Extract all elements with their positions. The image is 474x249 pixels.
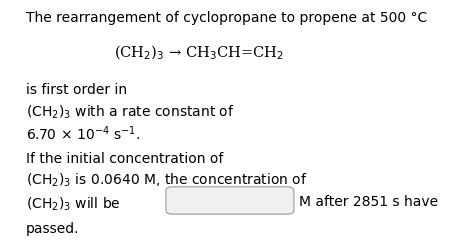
- Text: (CH$_2$)$_3$ is 0.0640 M, the concentration of: (CH$_2$)$_3$ is 0.0640 M, the concentrat…: [26, 172, 308, 189]
- Text: 6.70 × 10$^{-4}$ s$^{-1}$.: 6.70 × 10$^{-4}$ s$^{-1}$.: [26, 124, 140, 143]
- Text: passed.: passed.: [26, 222, 80, 236]
- Text: (CH$_2$)$_3$ will be: (CH$_2$)$_3$ will be: [26, 195, 121, 213]
- Text: M after 2851 s have: M after 2851 s have: [299, 195, 438, 209]
- Text: is first order in: is first order in: [26, 83, 127, 97]
- Text: (CH$_2$)$_3$ → CH$_3$CH=CH$_2$: (CH$_2$)$_3$ → CH$_3$CH=CH$_2$: [114, 44, 283, 62]
- Text: If the initial concentration of: If the initial concentration of: [26, 152, 223, 166]
- FancyBboxPatch shape: [166, 187, 294, 214]
- Text: The rearrangement of cyclopropane to propene at 500 °C: The rearrangement of cyclopropane to pro…: [26, 11, 428, 25]
- Text: (CH$_2$)$_3$ with a rate constant of: (CH$_2$)$_3$ with a rate constant of: [26, 103, 235, 121]
